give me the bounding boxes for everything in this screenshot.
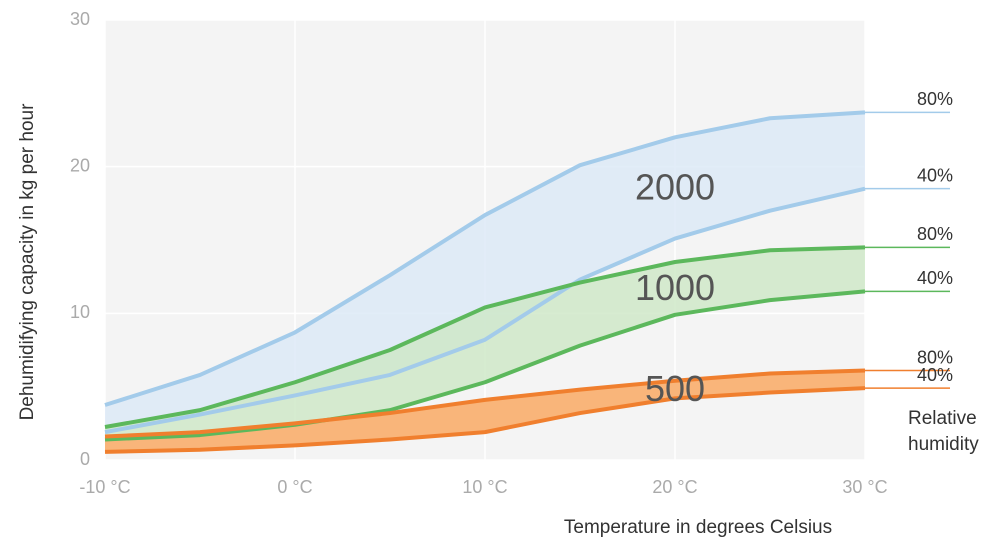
line (104, 245, 866, 429)
line (104, 186, 866, 435)
band-area (105, 112, 865, 433)
line-label: 40% (917, 365, 953, 385)
y-tick-label: 30 (70, 9, 90, 29)
x-tick-label: 10 °C (462, 477, 507, 497)
x-tick-label: 0 °C (277, 477, 312, 497)
band-area (105, 370, 865, 452)
line-label: 40% (917, 165, 953, 185)
y-tick-label: 20 (70, 155, 90, 175)
line-label: 80% (917, 224, 953, 244)
line (104, 110, 866, 407)
y-tick-label: 0 (80, 449, 90, 469)
y-axis-title: Dehumidifying capacity in kg per hour (17, 103, 38, 421)
line (104, 386, 866, 454)
x-axis-title: Temperature in degrees Celsius (564, 517, 832, 538)
line-label: 40% (917, 268, 953, 288)
line-label: 80% (917, 89, 953, 109)
line (104, 289, 866, 442)
x-tick-label: 30 °C (842, 477, 887, 497)
band-label: 500 (645, 368, 705, 409)
band-label: 2000 (635, 166, 715, 207)
y-tick-label: 10 (70, 302, 90, 322)
line (104, 368, 866, 439)
line-label: 80% (917, 347, 953, 367)
x-tick-label: 20 °C (652, 477, 697, 497)
legend-title: Relative humidity (908, 408, 979, 455)
band-area (105, 247, 865, 440)
x-tick-label: -10 °C (79, 477, 130, 497)
band-label: 1000 (635, 267, 715, 308)
